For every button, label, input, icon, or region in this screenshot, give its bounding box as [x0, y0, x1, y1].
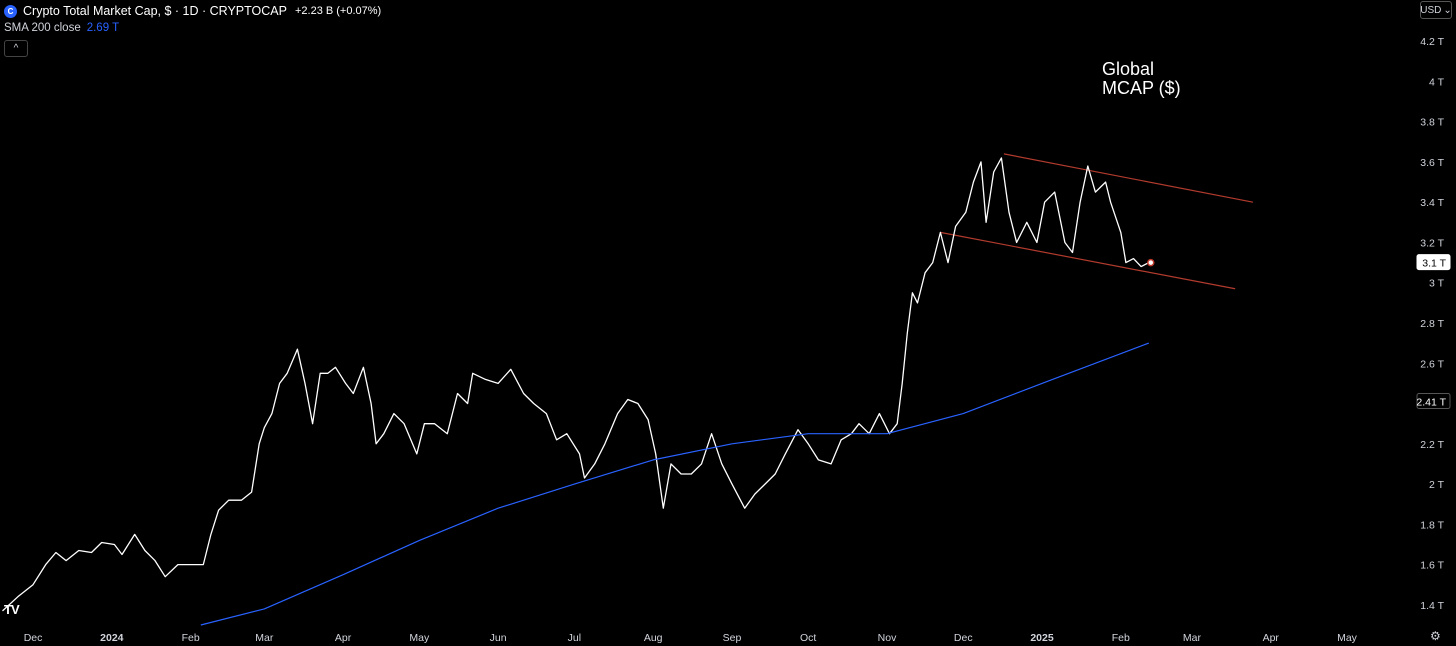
series-layer — [2, 157, 1155, 626]
x-tick-label: Dec — [24, 632, 43, 644]
x-tick-label: Oct — [800, 632, 816, 644]
last-price-marker — [1147, 258, 1155, 267]
y-tick-label: 1.8 T — [1420, 519, 1444, 531]
trend-line-1[interactable] — [1003, 153, 1254, 203]
sma-label: SMA 200 close — [4, 22, 81, 34]
x-tick-label: 2025 — [1030, 632, 1054, 644]
chevron-up-icon: ^ — [13, 43, 19, 54]
gear-icon[interactable]: ⚙ — [1430, 629, 1441, 643]
chevron-down-icon: ⌄ — [1443, 4, 1452, 16]
tradingview-logo-icon[interactable]: TV — [4, 602, 20, 617]
y-tick-label: 3.2 T — [1420, 237, 1444, 249]
x-tick-label: May — [1337, 632, 1358, 644]
symbol-header: C Crypto Total Market Cap, $ · 1D · CRYP… — [4, 2, 381, 20]
sma-value: 2.69 T — [86, 22, 120, 34]
annotation-line-2: MCAP ($) — [1102, 78, 1181, 98]
y-tick-label: 2.6 T — [1420, 358, 1444, 370]
price-label-box — [1416, 393, 1451, 410]
crypto-logo-icon: C — [4, 4, 17, 18]
sma-legend[interactable]: SMA 200 close 2.69 T — [4, 22, 119, 34]
y-tick-label: 3 T — [1429, 278, 1445, 290]
x-tick-label: Sep — [723, 632, 742, 644]
price-axis[interactable]: 1.4 T1.6 T1.8 T2 T2.2 T2.4 T2.6 T2.8 T3 … — [1420, 36, 1444, 612]
x-tick-label: Dec — [954, 632, 973, 644]
y-tick-label: 2 T — [1429, 479, 1445, 491]
sma-line[interactable] — [200, 342, 1150, 626]
y-tick-label: 3.8 T — [1420, 117, 1444, 129]
y-tick-label: 4.2 T — [1420, 36, 1444, 48]
price-line[interactable] — [2, 157, 1150, 612]
price-labels: 3.1 T 2.41 T — [1416, 254, 1451, 410]
currency-label: USD — [1420, 4, 1442, 16]
y-tick-label: 2.8 T — [1420, 318, 1444, 330]
x-tick-label: Nov — [878, 632, 897, 644]
x-tick-label: Mar — [255, 632, 274, 644]
price-label: 3.1 T — [1422, 258, 1446, 270]
price-label-box — [1416, 254, 1451, 271]
y-tick-label: 3.4 T — [1420, 197, 1444, 209]
y-tick-label: 1.4 T — [1420, 600, 1444, 612]
trend-lines — [940, 153, 1254, 290]
y-tick-label: 4 T — [1429, 76, 1445, 88]
chart-annotation: Global MCAP ($) — [1102, 60, 1181, 98]
annotation-line-1: Global — [1102, 59, 1155, 79]
symbol-title[interactable]: Crypto Total Market Cap, $ · 1D · CRYPTO… — [23, 4, 287, 18]
y-tick-label: 2.2 T — [1420, 439, 1444, 451]
price-label: 2.41 T — [1416, 397, 1446, 409]
time-axis[interactable]: Dec 2024 Feb Mar Apr May Jun Jul Aug Sep Oct Nov Dec… — [24, 632, 1358, 644]
x-tick-label: Jun — [490, 632, 507, 644]
x-tick-label: Apr — [335, 632, 352, 644]
x-tick-label: May — [409, 632, 430, 644]
price-change: +2.23 B (+0.07%) — [294, 5, 382, 17]
x-tick-label: Feb — [1112, 632, 1130, 644]
y-tick-label: 3.6 T — [1420, 157, 1444, 169]
x-tick-label: Aug — [644, 632, 663, 644]
x-tick-label: Apr — [1263, 632, 1280, 644]
x-tick-label: 2024 — [100, 632, 124, 644]
y-tick-label: 1.6 T — [1420, 560, 1444, 572]
x-tick-label: Feb — [182, 632, 200, 644]
currency-selector[interactable]: USD ⌄ — [1420, 1, 1452, 19]
collapse-legend-button[interactable]: ^ — [4, 40, 28, 57]
x-tick-label: Mar — [1183, 632, 1202, 644]
trend-line-2[interactable] — [940, 231, 1236, 290]
x-tick-label: Jul — [568, 632, 581, 644]
